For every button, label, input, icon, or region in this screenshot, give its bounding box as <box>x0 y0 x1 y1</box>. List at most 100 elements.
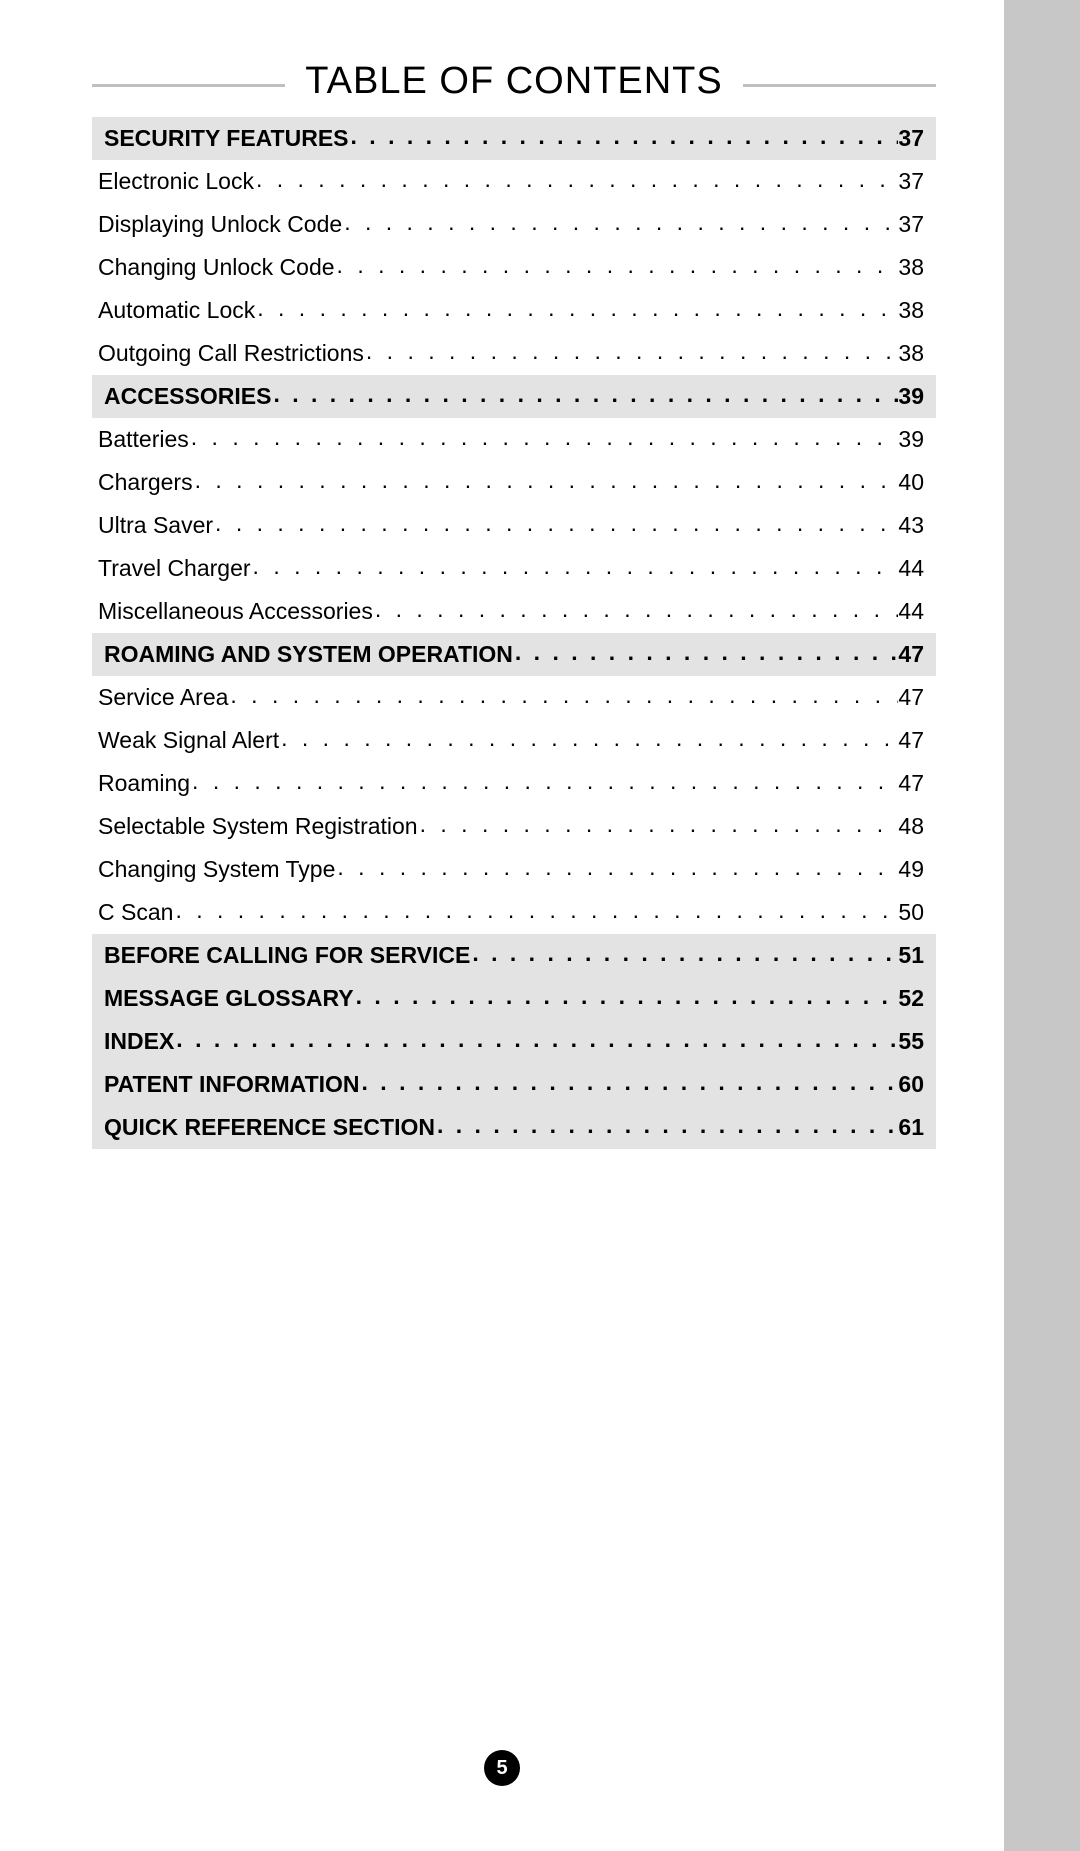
page-title: TABLE OF CONTENTS <box>305 60 722 103</box>
toc-page-number: 37 <box>898 168 924 195</box>
toc-item-row: Displaying Unlock Code. . . . . . . . . … <box>92 203 936 246</box>
toc-item-row: Roaming. . . . . . . . . . . . . . . . .… <box>92 762 936 805</box>
toc-leader-dots: . . . . . . . . . . . . . . . . . . . . … <box>435 1112 898 1139</box>
toc-page-number: 48 <box>898 813 924 840</box>
toc-label: ROAMING AND SYSTEM OPERATION <box>104 641 513 668</box>
toc-leader-dots: . . . . . . . . . . . . . . . . . . . . … <box>373 596 899 623</box>
toc-leader-dots: . . . . . . . . . . . . . . . . . . . . … <box>174 1026 898 1053</box>
toc-leader-dots: . . . . . . . . . . . . . . . . . . . . … <box>228 682 898 709</box>
toc-item-row: Miscellaneous Accessories. . . . . . . .… <box>92 590 936 633</box>
toc-label: ACCESSORIES <box>104 383 271 410</box>
toc-section-row: MESSAGE GLOSSARY. . . . . . . . . . . . … <box>92 977 936 1020</box>
toc-item-row: Ultra Saver. . . . . . . . . . . . . . .… <box>92 504 936 547</box>
toc-leader-dots: . . . . . . . . . . . . . . . . . . . . … <box>213 510 898 537</box>
toc-page-number: 47 <box>898 770 924 797</box>
toc-page-number: 37 <box>898 125 924 152</box>
toc-leader-dots: . . . . . . . . . . . . . . . . . . . . … <box>254 166 898 193</box>
toc-section-row: QUICK REFERENCE SECTION. . . . . . . . .… <box>92 1106 936 1149</box>
toc-label: Travel Charger <box>98 555 251 582</box>
toc-leader-dots: . . . . . . . . . . . . . . . . . . . . … <box>190 768 898 795</box>
toc-label: Electronic Lock <box>98 168 254 195</box>
toc-item-row: Changing Unlock Code. . . . . . . . . . … <box>92 246 936 289</box>
toc-leader-dots: . . . . . . . . . . . . . . . . . . . . … <box>349 123 899 150</box>
table-of-contents: SECURITY FEATURES. . . . . . . . . . . .… <box>92 117 936 1149</box>
toc-page-number: 51 <box>898 942 924 969</box>
toc-item-row: Service Area. . . . . . . . . . . . . . … <box>92 676 936 719</box>
toc-item-row: Selectable System Registration. . . . . … <box>92 805 936 848</box>
toc-label: Ultra Saver <box>98 512 213 539</box>
toc-page-number: 38 <box>898 254 924 281</box>
toc-label: Miscellaneous Accessories <box>98 598 373 625</box>
toc-label: Changing System Type <box>98 856 335 883</box>
toc-page-number: 43 <box>898 512 924 539</box>
toc-label: Chargers <box>98 469 193 496</box>
toc-page-number: 47 <box>898 641 924 668</box>
toc-label: Changing Unlock Code <box>98 254 335 281</box>
toc-leader-dots: . . . . . . . . . . . . . . . . . . . . … <box>364 338 899 365</box>
toc-page-number: 49 <box>898 856 924 883</box>
toc-section-row: SECURITY FEATURES. . . . . . . . . . . .… <box>92 117 936 160</box>
toc-label: MESSAGE GLOSSARY <box>104 985 354 1012</box>
toc-item-row: Batteries. . . . . . . . . . . . . . . .… <box>92 418 936 461</box>
toc-page-number: 44 <box>898 555 924 582</box>
toc-item-row: Weak Signal Alert. . . . . . . . . . . .… <box>92 719 936 762</box>
toc-page-number: 47 <box>898 684 924 711</box>
toc-leader-dots: . . . . . . . . . . . . . . . . . . . . … <box>360 1069 899 1096</box>
toc-page-number: 39 <box>898 426 924 453</box>
toc-leader-dots: . . . . . . . . . . . . . . . . . . . . … <box>251 553 899 580</box>
toc-label: Roaming <box>98 770 190 797</box>
toc-page-number: 55 <box>898 1028 924 1055</box>
toc-label: Selectable System Registration <box>98 813 418 840</box>
toc-item-row: Electronic Lock. . . . . . . . . . . . .… <box>92 160 936 203</box>
toc-leader-dots: . . . . . . . . . . . . . . . . . . . . … <box>335 252 899 279</box>
toc-page-number: 38 <box>898 340 924 367</box>
toc-leader-dots: . . . . . . . . . . . . . . . . . . . . … <box>470 940 898 967</box>
toc-leader-dots: . . . . . . . . . . . . . . . . . . . . … <box>354 983 899 1010</box>
toc-page-number: 38 <box>898 297 924 324</box>
toc-item-row: Automatic Lock. . . . . . . . . . . . . … <box>92 289 936 332</box>
toc-leader-dots: . . . . . . . . . . . . . . . . . . . . … <box>189 424 899 451</box>
toc-label: PATENT INFORMATION <box>104 1071 360 1098</box>
toc-page-number: 37 <box>898 211 924 238</box>
toc-leader-dots: . . . . . . . . . . . . . . . . . . . . … <box>173 897 898 924</box>
toc-section-row: BEFORE CALLING FOR SERVICE. . . . . . . … <box>92 934 936 977</box>
toc-item-row: Outgoing Call Restrictions. . . . . . . … <box>92 332 936 375</box>
toc-section-row: INDEX. . . . . . . . . . . . . . . . . .… <box>92 1020 936 1063</box>
toc-section-row: PATENT INFORMATION. . . . . . . . . . . … <box>92 1063 936 1106</box>
page-number-badge: 5 <box>484 1750 520 1786</box>
toc-section-row: ACCESSORIES. . . . . . . . . . . . . . .… <box>92 375 936 418</box>
toc-page-number: 47 <box>898 727 924 754</box>
title-row: TABLE OF CONTENTS <box>92 60 936 103</box>
toc-label: SECURITY FEATURES <box>104 125 349 152</box>
toc-item-row: Travel Charger. . . . . . . . . . . . . … <box>92 547 936 590</box>
toc-label: C Scan <box>98 899 173 926</box>
toc-item-row: Chargers. . . . . . . . . . . . . . . . … <box>92 461 936 504</box>
document-page: TABLE OF CONTENTS SECURITY FEATURES. . .… <box>0 0 1004 1851</box>
toc-label: Weak Signal Alert <box>98 727 279 754</box>
toc-page-number: 60 <box>898 1071 924 1098</box>
toc-label: Displaying Unlock Code <box>98 211 342 238</box>
toc-leader-dots: . . . . . . . . . . . . . . . . . . . . … <box>255 295 898 322</box>
toc-leader-dots: . . . . . . . . . . . . . . . . . . . . … <box>193 467 899 494</box>
toc-leader-dots: . . . . . . . . . . . . . . . . . . . . … <box>342 209 898 236</box>
toc-label: Batteries <box>98 426 189 453</box>
toc-item-row: Changing System Type. . . . . . . . . . … <box>92 848 936 891</box>
toc-page-number: 39 <box>898 383 924 410</box>
toc-page-number: 44 <box>898 598 924 625</box>
toc-label: Outgoing Call Restrictions <box>98 340 364 367</box>
toc-label: INDEX <box>104 1028 174 1055</box>
toc-label: QUICK REFERENCE SECTION <box>104 1114 435 1141</box>
toc-page-number: 40 <box>898 469 924 496</box>
toc-leader-dots: . . . . . . . . . . . . . . . . . . . . … <box>335 854 898 881</box>
title-rule-right <box>743 84 936 87</box>
page-number: 5 <box>496 1757 507 1780</box>
toc-leader-dots: . . . . . . . . . . . . . . . . . . . . … <box>418 811 899 838</box>
toc-leader-dots: . . . . . . . . . . . . . . . . . . . . … <box>513 639 899 666</box>
toc-leader-dots: . . . . . . . . . . . . . . . . . . . . … <box>279 725 898 752</box>
toc-leader-dots: . . . . . . . . . . . . . . . . . . . . … <box>271 381 898 408</box>
toc-label: Service Area <box>98 684 228 711</box>
toc-item-row: C Scan. . . . . . . . . . . . . . . . . … <box>92 891 936 934</box>
toc-page-number: 52 <box>898 985 924 1012</box>
toc-page-number: 61 <box>898 1114 924 1141</box>
toc-label: BEFORE CALLING FOR SERVICE <box>104 942 470 969</box>
